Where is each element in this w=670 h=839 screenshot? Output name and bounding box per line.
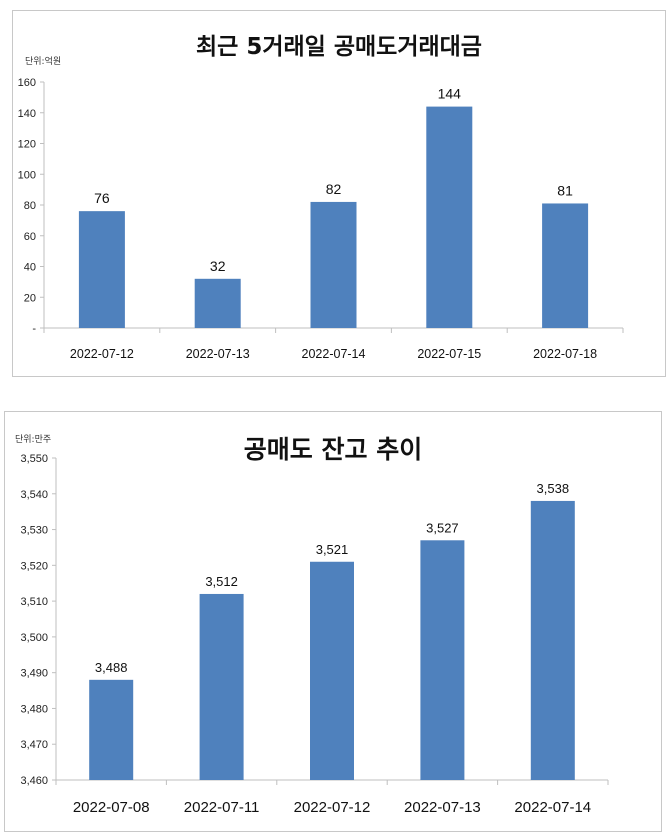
bar-value-label: 3,521 — [316, 542, 349, 557]
bar — [426, 106, 473, 328]
y-tick-label: 160 — [18, 77, 36, 89]
y-tick-label: 3,530 — [20, 525, 48, 537]
y-tick-label: 3,540 — [20, 489, 48, 501]
unit-label: 단위:억원 — [25, 57, 62, 67]
y-tick-label: 60 — [24, 231, 36, 243]
y-tick-label: 140 — [18, 108, 36, 120]
y-tick-label: 80 — [24, 200, 36, 212]
bar-value-label: 3,512 — [205, 574, 238, 589]
unit-label: 단위:만주 — [15, 435, 52, 445]
x-category-label: 2022-07-15 — [417, 347, 481, 361]
y-tick-label: 100 — [18, 169, 36, 181]
x-category-label: 2022-07-12 — [70, 347, 134, 361]
bar — [78, 211, 125, 328]
bar-value-label: 82 — [326, 181, 342, 197]
x-category-label: 2022-07-08 — [73, 799, 150, 816]
bar-value-label: 32 — [210, 258, 226, 274]
chart-panel-trading-value: 최근 5거래일 공매도거래대금 단위:억원 - 20 40 60 80 100 120 140… — [12, 10, 666, 377]
y-tick-label: 40 — [24, 262, 36, 274]
bar — [542, 203, 589, 328]
x-category-label: 2022-07-14 — [514, 799, 591, 816]
x-category-label: 2022-07-13 — [186, 347, 250, 361]
bar — [420, 540, 465, 780]
bar-value-label: 144 — [438, 86, 462, 102]
y-tick-label: - — [32, 323, 36, 335]
x-category-label: 2022-07-11 — [184, 799, 260, 816]
y-tick-label: 3,550 — [20, 453, 48, 465]
bar — [199, 593, 244, 780]
y-tick-label: 3,490 — [20, 668, 48, 680]
chart-title: 최근 5거래일 공매도거래대금 — [196, 34, 482, 60]
y-tick-label: 3,520 — [20, 560, 48, 572]
y-tick-label: 3,460 — [20, 775, 48, 787]
y-tick-label: 3,500 — [20, 632, 48, 644]
x-category-label: 2022-07-12 — [294, 799, 371, 816]
y-tick-label: 120 — [18, 139, 36, 151]
bar-value-label: 3,488 — [95, 660, 128, 675]
bar — [310, 561, 354, 780]
y-tick-label: 3,470 — [20, 739, 48, 751]
bar — [194, 278, 241, 328]
chart-panel-short-balance: 공매도 잔고 추이 단위:만주 3,460 3,470 3,480 3,490 3,50… — [4, 411, 662, 832]
y-tick-label: 20 — [24, 292, 36, 304]
y-tick-label: 3,510 — [20, 596, 48, 608]
x-category-label: 2022-07-14 — [302, 347, 366, 361]
x-category-label: 2022-07-13 — [404, 799, 481, 816]
bar-chart-short-balance: 3,460 3,470 3,480 3,490 3,500 3,510 3,520 3,530… — [20, 453, 609, 816]
bar — [89, 679, 134, 780]
bar-value-label: 76 — [94, 190, 110, 206]
bar-value-label: 81 — [557, 182, 573, 198]
bar — [310, 201, 357, 328]
bar — [530, 500, 575, 780]
chart-title: 공매도 잔고 추이 — [243, 435, 423, 464]
bar-value-label: 3,527 — [426, 520, 459, 535]
bar-value-label: 3,538 — [537, 481, 570, 496]
y-tick-label: 3,480 — [20, 703, 48, 715]
x-category-label: 2022-07-18 — [533, 347, 597, 361]
bar-chart-trading-value: - 20 40 60 80 100 120 140 160 76 2022-07-12 32 2022-… — [18, 77, 624, 361]
